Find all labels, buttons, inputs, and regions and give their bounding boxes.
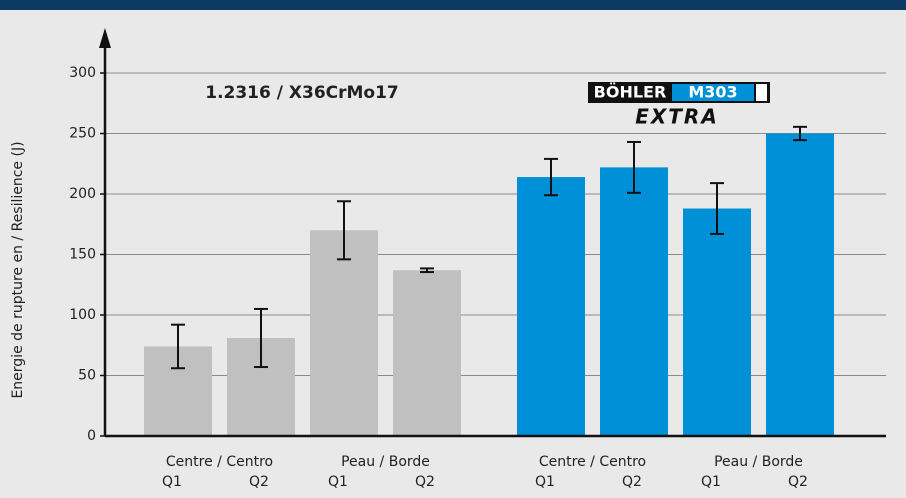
- bar: [393, 270, 461, 436]
- group-label: Centre / Centro: [539, 454, 646, 470]
- y-tick-label: 0: [87, 428, 96, 444]
- y-tick-label: 100: [69, 307, 96, 323]
- y-tick-label: 150: [69, 247, 96, 263]
- x-tick-label: Q1: [328, 474, 348, 490]
- x-tick-label: Q2: [788, 474, 808, 490]
- bar: [310, 230, 378, 436]
- x-tick-label: Q2: [249, 474, 269, 490]
- x-tick-label: Q1: [535, 474, 555, 490]
- x-tick-label: Q2: [622, 474, 642, 490]
- y-axis-label: Energie de rupture en / Resilience (J): [10, 141, 26, 398]
- bar: [766, 133, 834, 436]
- logo-grade: M303: [688, 83, 737, 102]
- group-label: Centre / Centro: [166, 454, 273, 470]
- y-tick-label: 50: [78, 368, 96, 384]
- series-title: 1.2316 / X36CrMo17: [205, 83, 399, 103]
- group-label: Peau / Borde: [341, 454, 430, 470]
- x-tick-label: Q1: [162, 474, 182, 490]
- x-tick-label: Q2: [415, 474, 435, 490]
- bar: [600, 167, 668, 436]
- bar: [517, 177, 585, 436]
- logo-grade-box: [672, 84, 754, 101]
- logo-white-box: [756, 84, 767, 101]
- group-label: Peau / Borde: [714, 454, 803, 470]
- y-axis-arrow: [99, 28, 111, 48]
- y-tick-label: 200: [69, 186, 96, 202]
- logo-brand: BÖHLER: [594, 83, 667, 102]
- x-tick-label: Q1: [701, 474, 721, 490]
- top-banner: [0, 0, 906, 10]
- y-tick-label: 250: [69, 126, 96, 142]
- bar: [683, 208, 751, 436]
- y-tick-label: 300: [69, 65, 96, 81]
- logo-suffix: EXTRA: [635, 105, 719, 129]
